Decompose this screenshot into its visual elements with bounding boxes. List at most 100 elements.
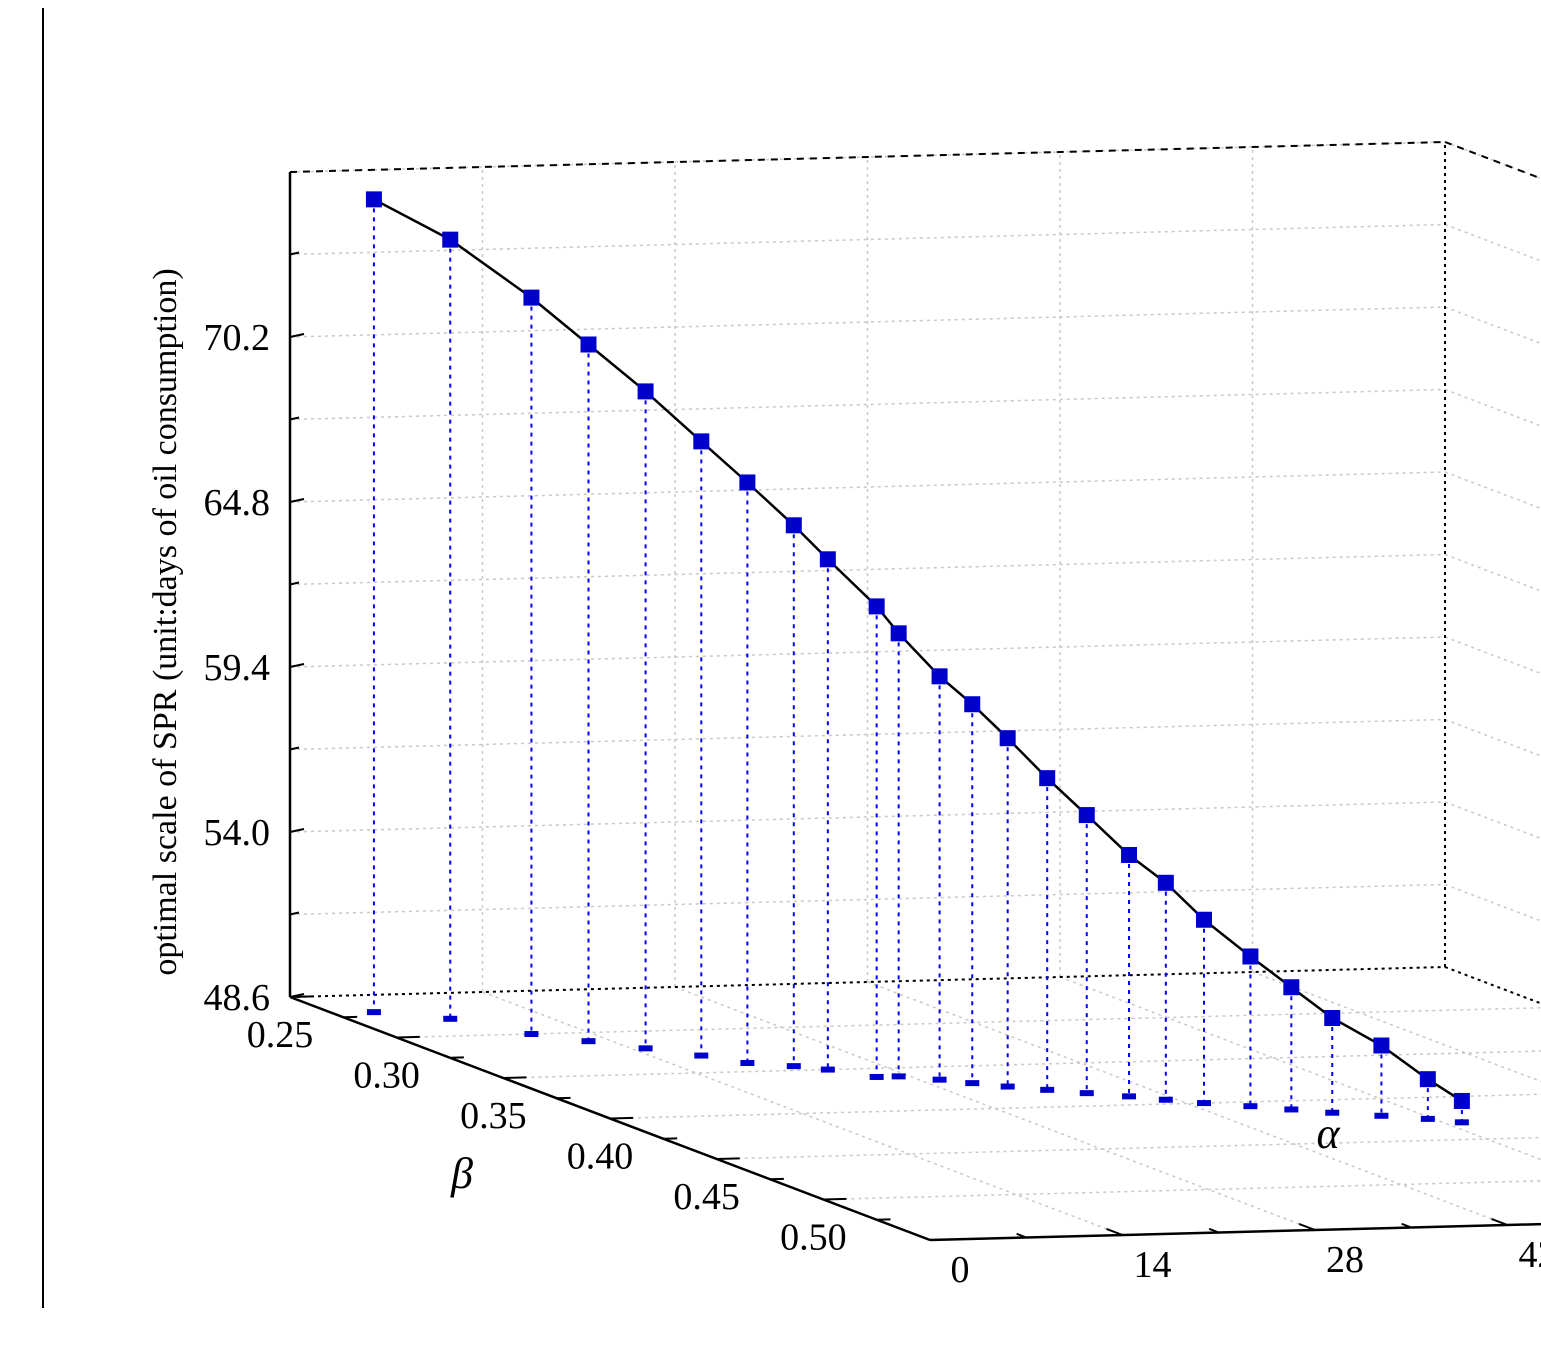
floor-grid-line bbox=[397, 1008, 1541, 1038]
wall-grid-line bbox=[1445, 637, 1541, 880]
data-point bbox=[366, 191, 382, 207]
base-marker bbox=[1284, 1106, 1298, 1112]
alpha-tick-label: 14 bbox=[1134, 1244, 1172, 1286]
z-tick-label: 59.4 bbox=[204, 647, 271, 689]
data-point bbox=[1420, 1071, 1436, 1087]
base-marker bbox=[1040, 1087, 1054, 1093]
z-axis-title: optimal scale of SPR (unit:days of oil c… bbox=[147, 268, 184, 975]
wall-grid-line bbox=[1445, 802, 1541, 1045]
beta-tick bbox=[610, 1118, 633, 1119]
axes-box bbox=[290, 142, 1541, 1240]
beta-tick bbox=[717, 1158, 740, 1159]
base-marker bbox=[1001, 1084, 1015, 1090]
beta-tick-label: 0.50 bbox=[780, 1217, 847, 1259]
floor-grid-line bbox=[1445, 967, 1541, 1210]
z-tick-label: 48.6 bbox=[204, 977, 271, 1019]
beta-tick-label: 0.40 bbox=[567, 1136, 634, 1178]
base-marker bbox=[1243, 1103, 1257, 1109]
base-marker bbox=[1197, 1100, 1211, 1106]
base-marker bbox=[1421, 1116, 1435, 1122]
base-marker bbox=[821, 1067, 835, 1073]
floor-grid-line bbox=[823, 1170, 1541, 1200]
data-point bbox=[1196, 912, 1212, 928]
series-line bbox=[374, 199, 1462, 1101]
wall-grid-line bbox=[1445, 142, 1541, 385]
beta-tick bbox=[290, 996, 313, 997]
base-marker bbox=[524, 1031, 538, 1037]
floor-grid-line bbox=[610, 1089, 1541, 1119]
base-marker bbox=[1455, 1119, 1469, 1125]
data-point bbox=[638, 383, 654, 399]
data-point bbox=[786, 517, 802, 533]
data-point bbox=[1079, 807, 1095, 823]
data-point bbox=[932, 668, 948, 684]
top-right-edge bbox=[1445, 142, 1541, 385]
alpha-tick bbox=[914, 1234, 930, 1240]
data-point bbox=[1454, 1093, 1470, 1109]
data-point bbox=[1283, 979, 1299, 995]
alpha-tick-label: 42 bbox=[1519, 1234, 1541, 1276]
data-point bbox=[820, 551, 836, 567]
wall-grid-line bbox=[1445, 967, 1541, 1210]
beta-tick bbox=[823, 1199, 846, 1200]
beta-tick-label: 0.45 bbox=[673, 1176, 740, 1218]
base-marker bbox=[443, 1016, 457, 1022]
data-point bbox=[869, 598, 885, 614]
beta-tick bbox=[397, 1037, 420, 1038]
data-point bbox=[1000, 730, 1016, 746]
data-point bbox=[1121, 847, 1137, 863]
base-marker bbox=[787, 1063, 801, 1069]
left-border-line bbox=[42, 8, 44, 1308]
y-axis-title: α bbox=[1316, 1109, 1340, 1158]
base-marker bbox=[582, 1038, 596, 1044]
floor-grid-line bbox=[483, 992, 1123, 1235]
base-marker bbox=[1122, 1093, 1136, 1099]
base-marker bbox=[740, 1060, 754, 1066]
z-tick-label: 64.8 bbox=[204, 482, 271, 524]
data-point bbox=[1158, 875, 1174, 891]
data-point bbox=[523, 290, 539, 306]
data-point bbox=[693, 433, 709, 449]
alpha-tick-label: 28 bbox=[1326, 1239, 1364, 1281]
data-point bbox=[1039, 770, 1055, 786]
base-marker bbox=[1080, 1090, 1094, 1096]
data-point bbox=[739, 474, 755, 490]
base-marker bbox=[639, 1045, 653, 1051]
data-point bbox=[1373, 1037, 1389, 1053]
data-point bbox=[442, 232, 458, 248]
base-marker bbox=[870, 1074, 884, 1080]
series-line-group bbox=[374, 199, 1462, 1101]
wall-grid-line bbox=[1445, 390, 1541, 633]
data-point bbox=[1242, 948, 1258, 964]
ticks: 48.654.059.464.870.20.250.300.350.400.45… bbox=[204, 253, 1541, 1292]
wall-grid-line bbox=[1445, 720, 1541, 963]
base-marker bbox=[933, 1077, 947, 1083]
base-marker bbox=[694, 1053, 708, 1059]
base-marker bbox=[965, 1080, 979, 1086]
floor-grid-line bbox=[717, 1129, 1541, 1159]
z-tick-label: 70.2 bbox=[204, 317, 271, 359]
base-marker bbox=[1374, 1113, 1388, 1119]
wall-grid-line bbox=[1445, 472, 1541, 715]
alpha-tick-label: 0 bbox=[951, 1249, 970, 1291]
wall-grid-line bbox=[1445, 555, 1541, 798]
data-point bbox=[964, 696, 980, 712]
wall-grid-line bbox=[1445, 885, 1541, 1128]
base-marker bbox=[367, 1009, 381, 1015]
beta-tick bbox=[503, 1077, 526, 1078]
grid bbox=[290, 142, 1541, 1240]
beta-tick-label: 0.30 bbox=[353, 1055, 420, 1097]
data-point bbox=[891, 625, 907, 641]
wall-grid-line bbox=[1445, 307, 1541, 550]
beta-tick-label: 0.25 bbox=[247, 1014, 314, 1056]
data-point bbox=[1324, 1010, 1340, 1026]
floor-right-edge bbox=[1445, 967, 1541, 1210]
wall-grid-line bbox=[1445, 225, 1541, 468]
x-axis-title: β bbox=[450, 1149, 473, 1198]
floor-grid-line bbox=[868, 982, 1508, 1225]
z-tick-label: 54.0 bbox=[204, 812, 271, 854]
base-marker bbox=[1159, 1097, 1173, 1103]
data-point bbox=[581, 337, 597, 353]
